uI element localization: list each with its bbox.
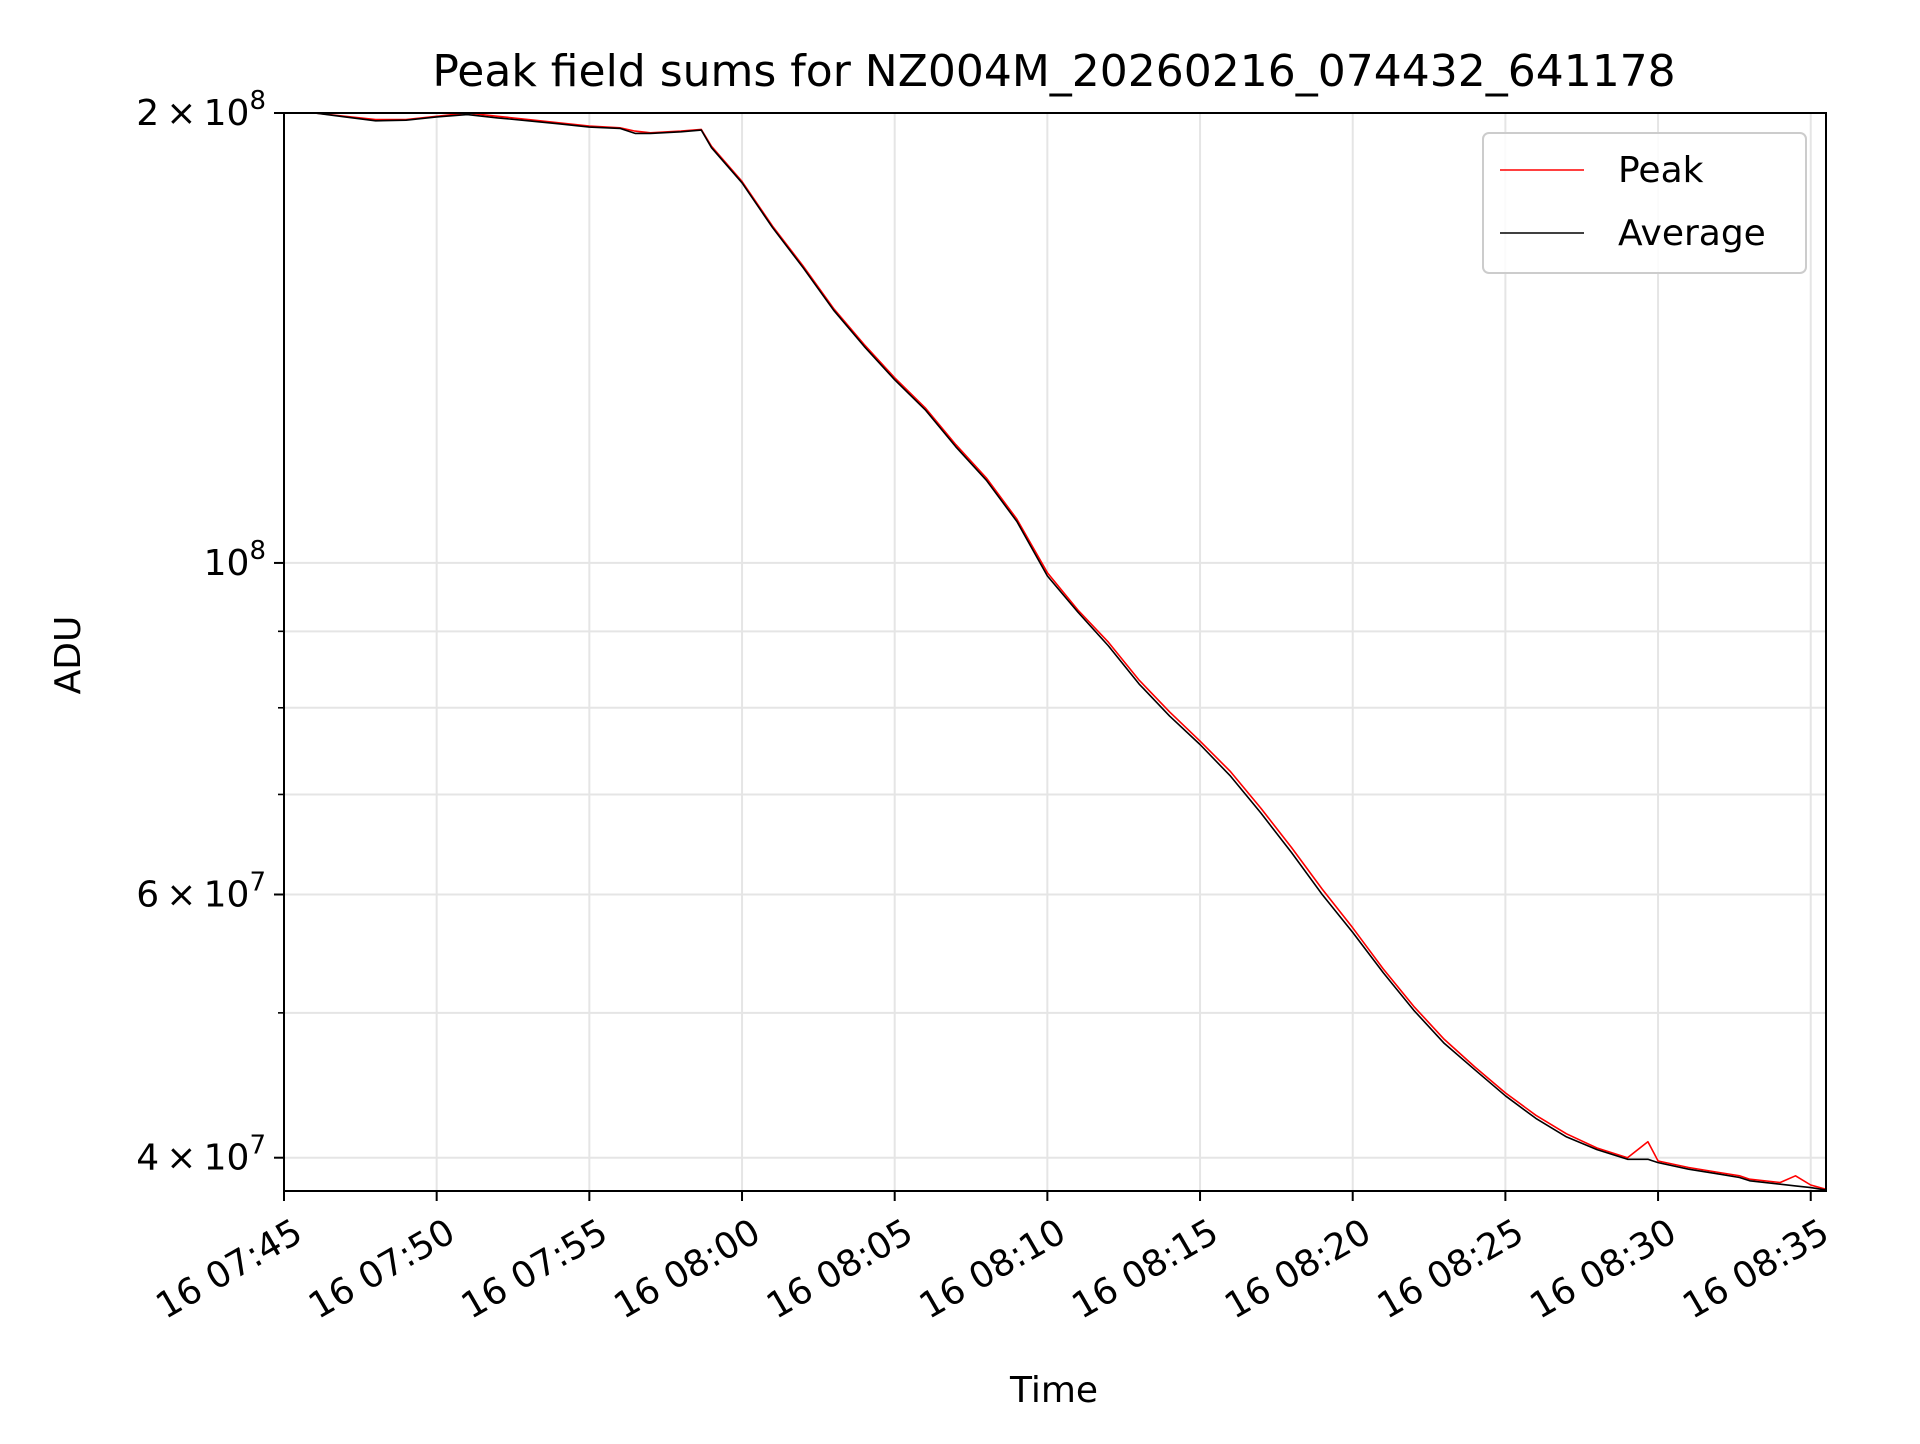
axes-frame [283, 112, 1827, 1192]
y-tick-label: 108 [204, 536, 266, 584]
y-tick-label: 6 × 107 [136, 868, 266, 916]
x-axis-label: Time [1009, 1370, 1098, 1411]
chart-title: Peak field sums for NZ004M_20260216_0744… [432, 46, 1675, 97]
series-line-peak [284, 112, 1827, 1191]
y-tick-label: 2 × 108 [136, 86, 266, 134]
legend-box [1482, 132, 1807, 274]
y-axis-label: ADU [48, 616, 89, 695]
legend: Peak Average [1482, 132, 1807, 274]
plot-series [284, 112, 1827, 1191]
legend-label-peak: Peak [1618, 150, 1704, 191]
y-tick-label: 4 × 107 [136, 1131, 266, 1179]
series-line-average [284, 112, 1827, 1191]
legend-label-average: Average [1618, 213, 1766, 254]
